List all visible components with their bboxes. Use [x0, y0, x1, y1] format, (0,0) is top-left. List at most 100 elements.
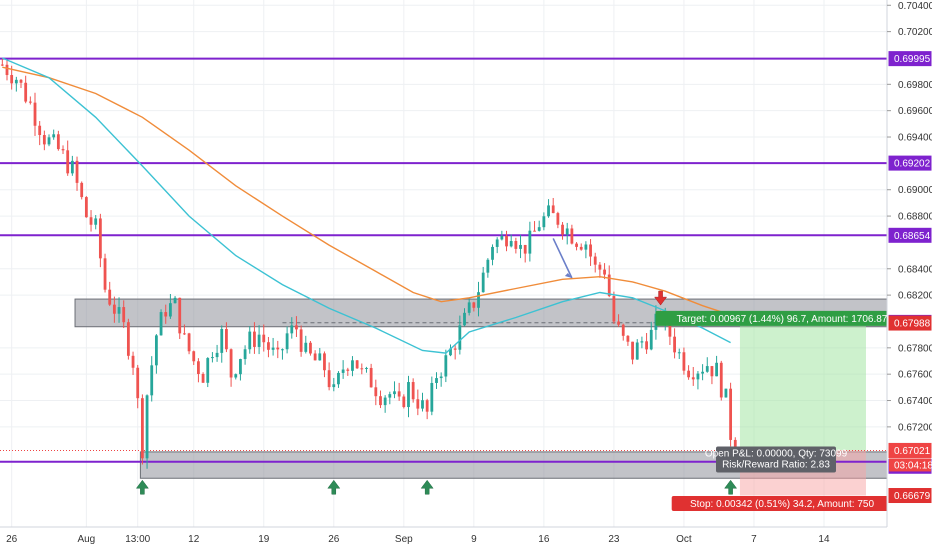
candle-body[interactable] [52, 134, 56, 138]
candle-body[interactable] [108, 289, 112, 305]
candle-body[interactable] [687, 370, 690, 378]
candle-body[interactable] [388, 394, 392, 398]
candle-body[interactable] [528, 230, 532, 254]
candle-body[interactable] [89, 217, 93, 225]
candle-body[interactable] [626, 335, 630, 342]
candle-body[interactable] [500, 235, 504, 240]
candle-body[interactable] [154, 335, 158, 366]
candle-body[interactable] [710, 366, 714, 377]
candle-body[interactable] [243, 349, 247, 360]
candle-body[interactable] [168, 303, 172, 317]
candle-body[interactable] [589, 244, 592, 257]
candle-body[interactable] [402, 396, 406, 408]
candle-body[interactable] [220, 328, 224, 353]
candle-body[interactable] [145, 395, 149, 459]
candle-body[interactable] [262, 334, 266, 343]
candle-body[interactable] [565, 228, 569, 235]
candle-body[interactable] [159, 312, 163, 336]
candle-body[interactable] [122, 307, 126, 323]
candle-body[interactable] [631, 341, 634, 360]
candle-body[interactable] [248, 331, 252, 350]
candle-body[interactable] [430, 382, 434, 412]
candle-body[interactable] [677, 352, 681, 354]
candle-body[interactable] [724, 388, 728, 398]
candle-body[interactable] [309, 342, 312, 354]
candle-body[interactable] [584, 244, 588, 250]
candle-body[interactable] [640, 341, 644, 343]
price-tag-bg[interactable] [888, 315, 932, 331]
candle-body[interactable] [444, 355, 448, 377]
candle-body[interactable] [24, 82, 28, 102]
candle-body[interactable] [365, 367, 368, 369]
candle-body[interactable] [407, 382, 410, 408]
candle-body[interactable] [691, 377, 695, 380]
candle-body[interactable] [10, 75, 14, 84]
candle-body[interactable] [42, 135, 46, 145]
candle-body[interactable] [215, 352, 219, 358]
candle-body[interactable] [556, 213, 560, 225]
candle-body[interactable] [19, 79, 23, 83]
candle-body[interactable] [337, 372, 340, 385]
candle-body[interactable] [178, 297, 182, 334]
candle-body[interactable] [537, 227, 541, 231]
candle-body[interactable] [239, 359, 242, 375]
candle-body[interactable] [397, 391, 401, 397]
candle-body[interactable] [197, 361, 200, 374]
candle-body[interactable] [183, 333, 186, 335]
candle-body[interactable] [14, 79, 18, 84]
candle-body[interactable] [383, 397, 387, 406]
candle-body[interactable] [379, 396, 382, 406]
candle-body[interactable] [126, 322, 130, 356]
candle-body[interactable] [98, 218, 102, 259]
candle-body[interactable] [150, 365, 154, 396]
candle-body[interactable] [369, 367, 373, 388]
candle-body[interactable] [0, 64, 4, 66]
candle-body[interactable] [253, 331, 256, 347]
candle-body[interactable] [561, 224, 564, 235]
position-target-zone[interactable] [739, 322, 866, 451]
candle-body[interactable] [112, 304, 116, 314]
candle-body[interactable] [225, 328, 228, 350]
candle-body[interactable] [514, 241, 518, 249]
candle-body[interactable] [117, 307, 121, 314]
candle-body[interactable] [682, 352, 686, 371]
candle-body[interactable] [327, 370, 331, 388]
candle-body[interactable] [715, 362, 719, 377]
candle-body[interactable] [33, 102, 37, 126]
candle-body[interactable] [598, 264, 602, 270]
candle-body[interactable] [355, 360, 359, 369]
candle-body[interactable] [70, 160, 74, 174]
candle-body[interactable] [458, 325, 462, 350]
candle-body[interactable] [467, 302, 471, 313]
candle-body[interactable] [463, 312, 466, 326]
candle-body[interactable] [313, 353, 317, 361]
candle-body[interactable] [192, 351, 196, 362]
candle-body[interactable] [351, 360, 354, 371]
candle-body[interactable] [341, 369, 345, 373]
candle-body[interactable] [80, 182, 84, 198]
candle-body[interactable] [649, 329, 653, 350]
candle-body[interactable] [271, 347, 275, 350]
candle-body[interactable] [411, 382, 415, 400]
candle-body[interactable] [318, 353, 322, 361]
candle-body[interactable] [131, 355, 135, 368]
candle-body[interactable] [612, 296, 616, 322]
candle-body[interactable] [61, 149, 65, 151]
candle-body[interactable] [719, 362, 723, 398]
candle-body[interactable] [75, 160, 79, 183]
candle-body[interactable] [425, 400, 429, 412]
candle-body[interactable] [701, 371, 704, 374]
candle-body[interactable] [542, 216, 546, 228]
candle-body[interactable] [421, 400, 424, 409]
candle-body[interactable] [56, 134, 60, 150]
candle-body[interactable] [523, 244, 527, 254]
candle-body[interactable] [593, 256, 597, 265]
candle-body[interactable] [299, 329, 303, 352]
candle-body[interactable] [234, 374, 238, 378]
candle-body[interactable] [547, 205, 550, 217]
candle-body[interactable] [486, 259, 490, 273]
candle-body[interactable] [28, 101, 32, 103]
candle-body[interactable] [617, 321, 620, 325]
candle-body[interactable] [393, 391, 396, 395]
